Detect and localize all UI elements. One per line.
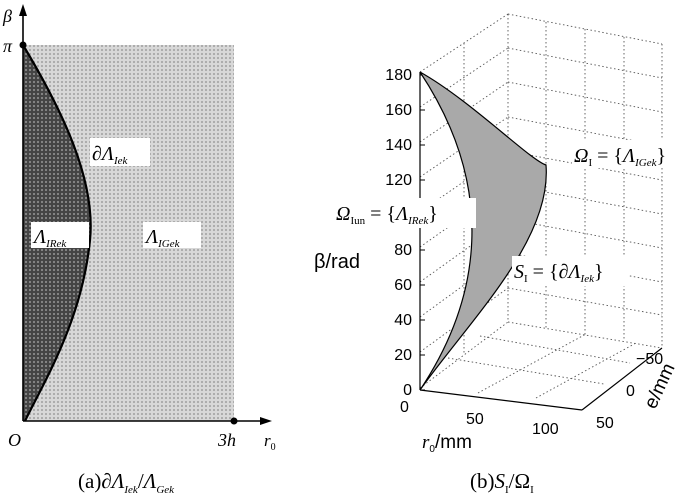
b-beta-axis-label: β/rad [314,251,360,273]
region-right-label: ΛIGek [144,226,181,250]
svg-text:40: 40 [394,312,412,329]
3h-tick-label: 3h [217,430,236,450]
b-r0-axis-label: r0/mm [422,432,472,455]
svg-text:80: 80 [394,242,412,259]
b-beta-tick-labels: 0 20 40 60 80 100 120 140 160 180 [385,67,412,399]
r0-axis-label: r0 [264,431,276,453]
b-e-axis [581,347,663,411]
svg-text:20: 20 [394,347,412,364]
b-beta-ticks [420,74,425,391]
svg-text:140: 140 [385,137,412,154]
surface-si [419,71,547,391]
pi-dot [19,41,27,49]
omega-i-bg [572,140,684,168]
b-e-tick-labels: −50 0 50 [596,351,663,432]
svg-text:−50: −50 [636,351,663,368]
svg-text:60: 60 [394,277,412,294]
end-dot [230,417,238,425]
svg-text:0: 0 [400,399,409,416]
svg-text:180: 180 [385,67,412,84]
panel-a: β π O 3h r0 ∂ΛIek ΛIRek ΛIGek (a)∂ΛIek/Λ… [2,4,276,496]
boundary-label-bg [90,138,150,166]
b-r0-axis [419,389,583,411]
pi-tick-label: π [3,36,13,56]
caption-b: (b)SI/ΩI [470,469,534,496]
b-r0-tick-labels: 0 50 100 [400,399,559,438]
omega-i-label: ΩI = {ΛIGek} [574,145,666,169]
panel-b: 0 20 40 60 80 100 120 140 160 180 β/rad … [314,13,684,496]
region-left-label: ΛIRek [32,226,67,250]
svg-text:160: 160 [385,102,412,119]
svg-text:120: 120 [385,172,412,189]
region-right-label-bg [143,222,201,248]
svg-text:100: 100 [532,421,559,438]
svg-text:0: 0 [403,382,412,399]
s-i-label: SI = {∂ΛIek} [514,261,604,285]
svg-text:50: 50 [596,415,614,432]
s-i-bg [512,256,628,286]
svg-text:50: 50 [466,411,484,428]
omega-iun-bg [334,198,476,228]
caption-a: (a)∂ΛIek/ΛGek [78,469,175,496]
x-axis-arrow [260,417,272,425]
beta-axis-label: β [2,6,12,26]
region-left-label-bg [31,222,89,248]
boundary-curve [22,44,92,422]
y-axis-arrow [19,4,27,16]
svg-text:0: 0 [626,383,635,400]
boundary-label: ∂ΛIek [92,143,129,167]
omega-iun-label: ΩIun = {ΛIRek} [336,203,438,227]
origin-label: O [8,430,21,450]
